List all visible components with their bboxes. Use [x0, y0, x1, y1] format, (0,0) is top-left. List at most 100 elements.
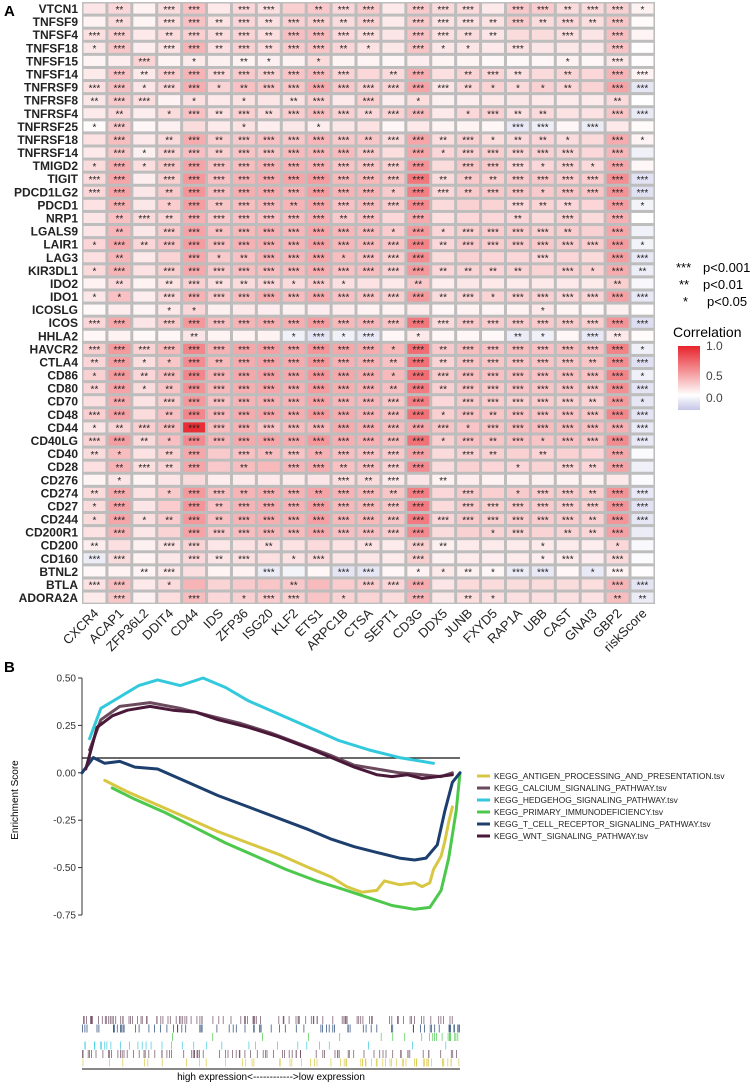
significance-mark: ***: [114, 397, 126, 408]
significance-mark: ***: [213, 188, 225, 199]
heatmap-cell: [282, 55, 305, 66]
heatmap-cell: [183, 304, 206, 315]
heatmap-cell: [581, 212, 604, 224]
significance-mark: **: [464, 70, 472, 81]
heatmap-cell: [282, 317, 305, 328]
significance-mark: *: [541, 83, 545, 94]
heatmap-cell: [407, 186, 430, 197]
significance-mark: **: [514, 70, 522, 81]
heatmap-cell: [158, 343, 181, 354]
heatmap-cell: [482, 252, 504, 263]
heatmap-cell: [457, 173, 480, 184]
heatmap-cell: [332, 95, 355, 106]
significance-mark: ***: [487, 358, 499, 369]
enrichment-line-2: [88, 701, 454, 779]
heatmap-cell: [506, 579, 529, 590]
significance-mark: ***: [238, 201, 250, 212]
significance-mark: ***: [213, 489, 225, 500]
heatmap-cell: [506, 396, 529, 407]
significance-mark: ***: [163, 293, 175, 304]
significance-mark: ***: [213, 214, 225, 225]
significance-mark: **: [91, 384, 99, 395]
significance-mark: ***: [587, 411, 599, 422]
significance-mark: *: [192, 96, 196, 107]
heatmap-cell: [606, 435, 629, 446]
heatmap-cell: [482, 42, 504, 53]
heatmap-cell: [108, 461, 131, 472]
heatmap-cell: [208, 252, 230, 263]
significance-mark: ***: [238, 240, 250, 251]
heatmap-cell: [531, 474, 554, 485]
heatmap-cell: [357, 422, 380, 433]
significance-mark: ***: [114, 70, 126, 81]
significance-mark: ***: [562, 162, 574, 173]
significance-mark: ***: [512, 568, 524, 579]
heatmap-cell: [257, 265, 280, 276]
significance-mark: ***: [363, 175, 375, 186]
heatmap-cell: [432, 566, 455, 577]
significance-mark: ***: [562, 555, 574, 566]
significance-mark: ***: [412, 267, 424, 278]
heatmap-cell: [506, 527, 529, 538]
significance-mark: ***: [388, 175, 400, 186]
heatmap-cell: [83, 42, 106, 53]
heatmap-cell: [83, 592, 106, 603]
heatmap-cell: [332, 239, 355, 250]
heatmap-cell: [183, 566, 206, 577]
significance-mark: ***: [313, 214, 325, 225]
significance-mark: ***: [512, 358, 524, 369]
significance-mark: ***: [612, 450, 624, 461]
significance-mark: ***: [313, 371, 325, 382]
heatmap-cell: [332, 409, 355, 420]
significance-mark: ***: [537, 489, 549, 500]
heatmap-cell: [108, 566, 131, 577]
heatmap-cell: [232, 199, 255, 210]
significance-mark: ***: [114, 371, 126, 382]
heatmap-cell: [133, 540, 156, 551]
heatmap-cell: [183, 330, 206, 341]
significance-mark: ***: [562, 188, 574, 199]
significance-mark: **: [564, 528, 572, 539]
heatmap-cell: [133, 396, 156, 407]
y-tick-label: 0.50: [57, 674, 77, 685]
significance-mark: ***: [338, 5, 350, 16]
heatmap-cell: [581, 265, 604, 276]
heatmap-cell: [581, 592, 604, 603]
significance-mark: *: [142, 149, 146, 160]
heatmap-cell: [108, 330, 131, 341]
heatmap-cell: [307, 514, 330, 525]
heatmap-cell: [232, 553, 255, 564]
heatmap-cell: [83, 160, 106, 171]
significance-mark: *: [292, 332, 296, 343]
significance-mark: ***: [288, 293, 300, 304]
heatmap-cell: [133, 356, 156, 368]
heatmap-cell: [83, 540, 106, 551]
heatmap-cell: [606, 29, 629, 40]
significance-mark: **: [389, 70, 397, 81]
heatmap-cell: [183, 199, 206, 210]
heatmap-cell: [531, 592, 554, 603]
heatmap-cell: [457, 579, 480, 590]
heatmap-cell: [208, 370, 230, 381]
heatmap-cell: [631, 42, 654, 53]
heatmap-cell: [208, 291, 230, 302]
significance-mark: ***: [313, 175, 325, 186]
heatmap-cell: [307, 291, 330, 302]
heatmap-cell: [108, 343, 131, 354]
significance-mark: ***: [238, 528, 250, 539]
heatmap-cell: [407, 42, 430, 53]
heatmap-cell: [208, 330, 230, 341]
heatmap-cell: [307, 409, 330, 420]
enrichment-line-1: [103, 778, 454, 894]
significance-mark: ***: [163, 70, 175, 81]
heatmap-cell: [307, 95, 330, 106]
heatmap-cell: [282, 82, 305, 93]
heatmap-cell: [158, 68, 181, 80]
significance-mark: ***: [512, 515, 524, 526]
significance-mark: **: [140, 371, 148, 382]
significance-mark: **: [190, 332, 198, 343]
heatmap-cell: [332, 291, 355, 302]
heatmap-cell: [581, 134, 604, 145]
significance-mark: *: [342, 594, 346, 605]
significance-mark: **: [365, 541, 373, 552]
